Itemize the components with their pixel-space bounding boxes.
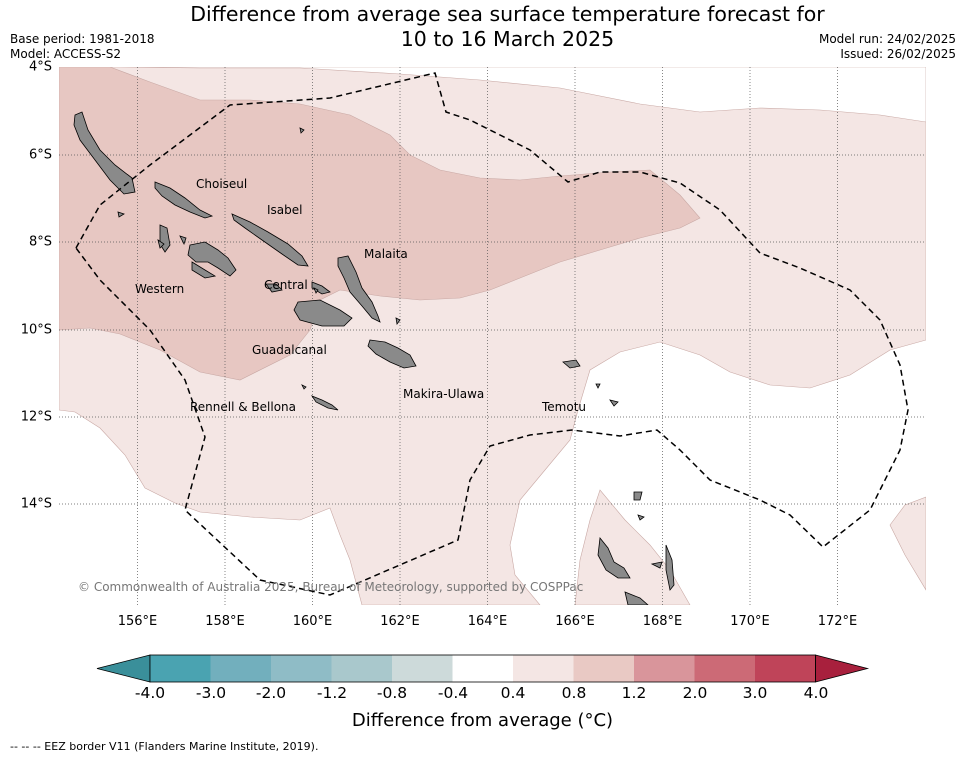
model-run: Model run: 24/02/2025	[818, 32, 956, 46]
pentecost-island	[665, 544, 675, 591]
label-temotu: Temotu	[542, 400, 587, 414]
banks-island	[633, 491, 643, 501]
cb-tick-8: 1.2	[621, 684, 647, 702]
rendova-island	[191, 261, 217, 279]
colorbar-bin-8	[634, 655, 695, 682]
espiritu-santo-island	[597, 537, 631, 579]
isabel-island	[231, 213, 309, 267]
choiseul-island	[154, 181, 214, 219]
small-island-c	[117, 211, 125, 218]
colorbar-extend-low	[96, 654, 151, 683]
x-tick-160e: 160°E	[292, 614, 333, 629]
colorbar-extend-high	[815, 654, 870, 683]
malaita-island	[337, 255, 381, 323]
colorbar-bin-4	[392, 655, 453, 682]
colorbar-bin-9	[694, 655, 755, 682]
cb-tick-1: -3.0	[195, 684, 227, 702]
anomaly-0.4-0.8-region-southeast	[889, 496, 926, 591]
cb-tick-10: 3.0	[742, 684, 768, 702]
eez-borders	[75, 72, 909, 596]
cb-tick-7: 0.8	[561, 684, 587, 702]
base-period: Base period: 1981-2018	[10, 32, 155, 46]
tikopia-island	[595, 383, 601, 389]
colorbar	[96, 654, 870, 683]
y-tick-6s: 6°S	[28, 147, 52, 163]
y-tick-8s: 8°S	[28, 234, 52, 250]
colorbar-bin-10	[755, 655, 816, 682]
small-island-a	[299, 127, 305, 134]
florida-island	[311, 281, 331, 295]
label-isabel: Isabel	[267, 203, 303, 217]
y-tick-4s: 4°S	[28, 59, 52, 75]
anomaly-0.8-1.2-region	[59, 67, 701, 381]
label-makira-ulawa: Makira-Ulawa	[403, 387, 485, 401]
eez-legend: -- -- -- EEZ border V11 (Flanders Marine…	[10, 740, 319, 753]
small-island-d	[313, 287, 319, 294]
label-choiseul: Choiseul	[196, 177, 248, 191]
label-rennell-bellona: Rennell & Bellona	[190, 400, 297, 414]
small-island-h	[301, 384, 307, 390]
colorbar-bin-5	[452, 655, 513, 682]
issued-date: Issued: 26/02/2025	[840, 47, 956, 61]
x-tick-156e: 156°E	[117, 614, 158, 629]
title-line-1: Difference from average sea surface temp…	[190, 2, 825, 26]
malekula-island	[624, 591, 649, 605]
title-line-2: 10 to 16 March 2025	[400, 27, 615, 51]
guadalcanal-island	[293, 299, 353, 327]
small-island-e	[395, 317, 401, 325]
solomon-islands-eez	[75, 72, 909, 596]
map-title: Difference from average sea surface temp…	[0, 2, 965, 52]
colorbar-bin-7	[573, 655, 634, 682]
label-central: Central	[264, 278, 308, 292]
ambae-island	[650, 561, 663, 569]
small-island-b	[157, 239, 165, 249]
anomaly-0.4-0.8-region-south	[574, 489, 691, 605]
x-tick-164e: 164°E	[467, 614, 508, 629]
small-island-g	[179, 235, 187, 246]
y-tick-14s: 14°S	[20, 496, 52, 512]
cb-tick-11: 4.0	[803, 684, 829, 702]
colorbar-frame	[149, 654, 816, 683]
colorbar-label: Difference from average (°C)	[351, 710, 614, 731]
colorbar-bin-2	[271, 655, 332, 682]
x-tick-158e: 158°E	[205, 614, 245, 629]
x-tick-162e: 162°E	[380, 614, 420, 629]
makira-island	[367, 339, 417, 369]
cb-tick-5: -0.4	[437, 684, 469, 702]
cb-tick-9: 2.0	[682, 684, 708, 702]
label-malaita: Malaita	[364, 247, 408, 261]
colorbar-bin-1	[210, 655, 271, 682]
x-tick-166e: 166°E	[555, 614, 595, 629]
new-georgia-island	[187, 241, 237, 277]
x-tick-170e: 170°E	[730, 614, 770, 629]
x-tick-168e: 168°E	[642, 614, 683, 629]
cb-tick-6: 0.4	[500, 684, 526, 702]
sst-anomaly-shading	[59, 67, 926, 605]
colorbar-bin-6	[513, 655, 574, 682]
colorbar-bin-3	[331, 655, 392, 682]
y-tick-10s: 10°S	[20, 322, 52, 338]
copyright-notice: © Commonwealth of Australia 2025, Bureau…	[78, 580, 584, 594]
shortland-island	[73, 111, 136, 195]
cb-tick-3: -1.2	[316, 684, 348, 702]
rennell-island	[310, 395, 339, 411]
land-masses	[73, 111, 675, 605]
cb-tick-4: -0.8	[376, 684, 408, 702]
vanikoro-island	[609, 399, 619, 407]
label-western: Western	[135, 282, 185, 296]
cb-tick-0: -4.0	[134, 684, 166, 702]
small-island-f	[637, 514, 645, 521]
y-tick-12s: 12°S	[20, 409, 52, 425]
model-name: Model: ACCESS-S2	[10, 47, 122, 61]
russell-island	[265, 283, 283, 293]
x-tick-172e: 172°E	[817, 614, 858, 629]
colorbar-bin-0	[150, 655, 211, 682]
santa-cruz-island	[562, 359, 581, 369]
cb-tick-2: -2.0	[255, 684, 287, 702]
label-guadalcanal: Guadalcanal	[252, 343, 327, 357]
